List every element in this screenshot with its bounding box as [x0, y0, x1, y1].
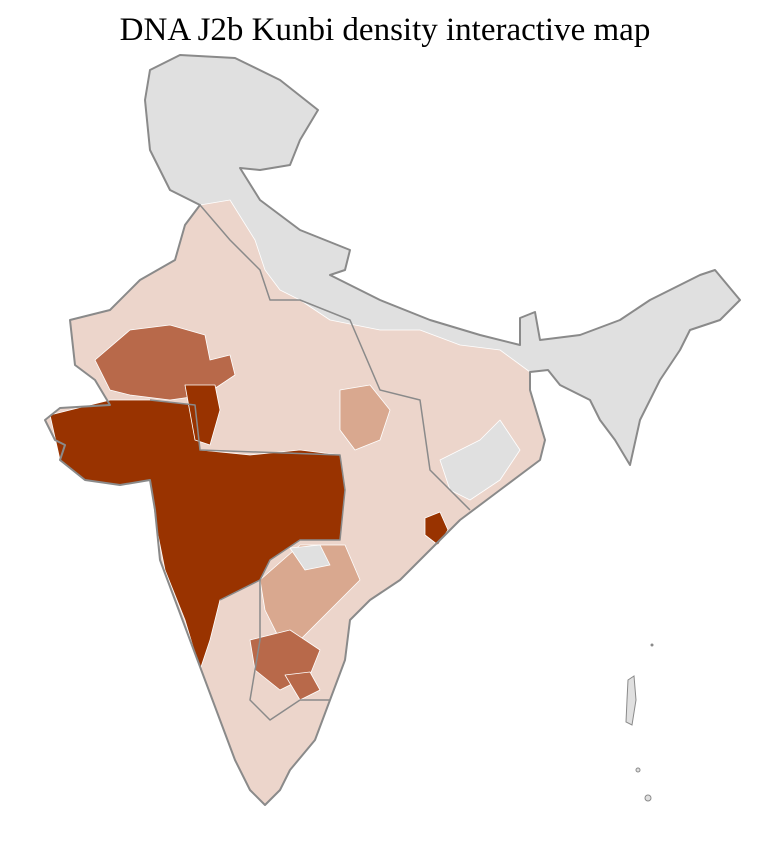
region-medium-rajasthan[interactable]	[94, 324, 236, 401]
region-medium-tn[interactable]	[284, 671, 321, 701]
map-title: DNA J2b Kunbi density interactive map	[119, 12, 651, 48]
island	[635, 767, 641, 773]
state-border	[249, 580, 330, 721]
region-medium-central[interactable]	[339, 384, 391, 451]
island	[650, 643, 654, 647]
state-border	[199, 204, 471, 511]
india-outline	[44, 54, 741, 806]
region-medium-deccan[interactable]	[259, 544, 361, 641]
state-border	[149, 399, 346, 601]
andaman-islands[interactable]	[625, 675, 637, 726]
region-high-density-mp[interactable]	[184, 384, 221, 446]
region-no-data-vidarbha[interactable]	[289, 544, 331, 571]
island	[644, 794, 652, 802]
region-no-data-east[interactable]	[439, 419, 521, 501]
